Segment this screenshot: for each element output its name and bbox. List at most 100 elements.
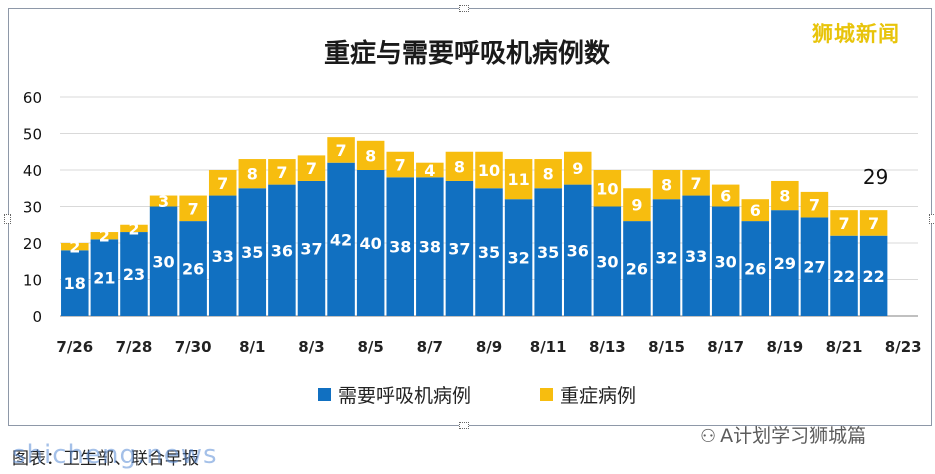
x-tick-label: 8/19 bbox=[766, 338, 803, 356]
data-label-icu: 7 bbox=[395, 156, 406, 175]
bar-ventilator bbox=[711, 206, 740, 316]
data-label-ventilator: 32 bbox=[655, 249, 677, 268]
bar-icu bbox=[120, 224, 148, 233]
bar-ventilator bbox=[800, 217, 829, 316]
data-label-icu: 7 bbox=[306, 159, 317, 178]
wechat-icon: ⚇ bbox=[700, 426, 717, 447]
bar-icu bbox=[297, 155, 326, 181]
bar-ventilator bbox=[208, 195, 237, 316]
data-label-ventilator: 37 bbox=[300, 239, 322, 258]
data-label-ventilator: 35 bbox=[537, 243, 559, 262]
resize-handle-right[interactable] bbox=[929, 214, 935, 224]
bar-icu bbox=[564, 151, 592, 185]
data-label-icu: 10 bbox=[596, 179, 618, 198]
bar-icu bbox=[593, 170, 622, 207]
x-tick-label: 7/26 bbox=[56, 338, 93, 356]
data-label-ventilator: 33 bbox=[685, 247, 707, 266]
data-label-ventilator: 26 bbox=[626, 260, 648, 279]
y-tick-label: 20 bbox=[23, 235, 42, 253]
bar-ventilator bbox=[623, 221, 651, 316]
resize-handle-top[interactable] bbox=[459, 5, 469, 12]
data-label-ventilator: 36 bbox=[271, 241, 293, 260]
data-label-ventilator: 33 bbox=[212, 247, 234, 266]
bar-ventilator bbox=[475, 188, 503, 316]
bar-ventilator bbox=[386, 177, 414, 316]
x-tick-label: 8/9 bbox=[476, 338, 502, 356]
data-label-icu: 7 bbox=[335, 141, 346, 160]
y-tick-label: 40 bbox=[23, 162, 42, 180]
bar-ventilator bbox=[327, 162, 355, 316]
bar-icu bbox=[179, 195, 207, 222]
data-label-ventilator: 35 bbox=[241, 243, 263, 262]
bar-ventilator bbox=[297, 180, 326, 316]
data-label-ventilator: 30 bbox=[152, 252, 174, 271]
chart-title: 重症与需要呼吸机病例数 bbox=[324, 38, 611, 69]
bar-icu bbox=[830, 210, 858, 236]
data-label-icu: 7 bbox=[691, 174, 702, 193]
bar-ventilator bbox=[504, 199, 533, 316]
data-label-icu: 6 bbox=[750, 201, 761, 220]
bar-icu bbox=[356, 140, 385, 170]
x-tick-label: 7/30 bbox=[175, 338, 212, 356]
bar-ventilator bbox=[120, 232, 148, 316]
data-label-ventilator: 22 bbox=[833, 267, 855, 286]
annotations: 29 bbox=[863, 165, 888, 189]
bar-icu bbox=[90, 232, 119, 240]
x-tick-label: 8/15 bbox=[648, 338, 685, 356]
bar-icu bbox=[149, 195, 178, 207]
bar-icu bbox=[238, 159, 267, 189]
wechat-account: ⚇ A计划学习狮城篇 bbox=[700, 421, 866, 448]
data-label-ventilator: 26 bbox=[182, 260, 204, 279]
data-label-ventilator: 29 bbox=[774, 254, 796, 273]
data-label-icu: 8 bbox=[543, 165, 554, 184]
data-label-icu: 9 bbox=[572, 159, 583, 178]
data-label-ventilator: 30 bbox=[596, 252, 618, 271]
y-tick-label: 60 bbox=[23, 89, 42, 107]
data-label-icu: 6 bbox=[720, 187, 731, 206]
x-tick-label: 8/11 bbox=[530, 338, 567, 356]
bar-icu bbox=[682, 170, 710, 196]
data-label-icu: 7 bbox=[217, 174, 228, 193]
x-tick-label: 8/7 bbox=[417, 338, 443, 356]
legend-swatch bbox=[318, 388, 331, 401]
data-label-ventilator: 26 bbox=[744, 260, 766, 279]
bar-icu bbox=[534, 159, 562, 189]
data-label-icu: 11 bbox=[507, 170, 529, 189]
data-label-icu: 7 bbox=[276, 163, 287, 182]
bar-ventilator bbox=[268, 184, 296, 316]
bar-icu bbox=[652, 170, 681, 200]
data-label-icu: 4 bbox=[424, 161, 435, 180]
data-label-icu: 7 bbox=[188, 199, 199, 218]
bar-ventilator bbox=[682, 195, 710, 316]
bar-icu bbox=[268, 159, 296, 185]
x-tick-label: 8/1 bbox=[239, 338, 265, 356]
data-label-icu: 8 bbox=[365, 146, 376, 165]
y-axis: 0 10 20 30 40 50 60 bbox=[23, 89, 42, 326]
data-label-icu: 8 bbox=[247, 165, 258, 184]
data-label-ventilator: 40 bbox=[360, 234, 382, 253]
wechat-account-label: A计划学习狮城篇 bbox=[720, 425, 867, 447]
resize-handle-left[interactable] bbox=[4, 214, 11, 224]
x-tick-label: 8/23 bbox=[885, 338, 922, 356]
bar-ventilator bbox=[238, 188, 267, 316]
source-caption: 图表：卫生部、联合早报 bbox=[12, 449, 199, 469]
y-tick-label: 50 bbox=[23, 126, 42, 144]
data-label-ventilator: 23 bbox=[123, 265, 145, 284]
data-label-ventilator: 21 bbox=[93, 269, 115, 288]
data-label-icu: 7 bbox=[838, 214, 849, 233]
bar-ventilator bbox=[179, 221, 207, 316]
data-label-icu: 8 bbox=[661, 176, 672, 195]
x-tick-label: 8/21 bbox=[826, 338, 863, 356]
bar-ventilator bbox=[830, 235, 858, 316]
data-label-ventilator: 36 bbox=[567, 241, 589, 260]
bar-icu bbox=[416, 162, 444, 178]
resize-handle-bottom[interactable] bbox=[459, 422, 469, 429]
bar-icu bbox=[741, 199, 770, 222]
bar-ventilator bbox=[741, 221, 770, 316]
bar-ventilator bbox=[593, 206, 622, 316]
bar-ventilator bbox=[445, 180, 474, 316]
y-tick-label: 30 bbox=[23, 199, 42, 217]
bar-icu bbox=[623, 188, 651, 222]
watermark-logo: 狮城新闻 bbox=[812, 21, 900, 46]
